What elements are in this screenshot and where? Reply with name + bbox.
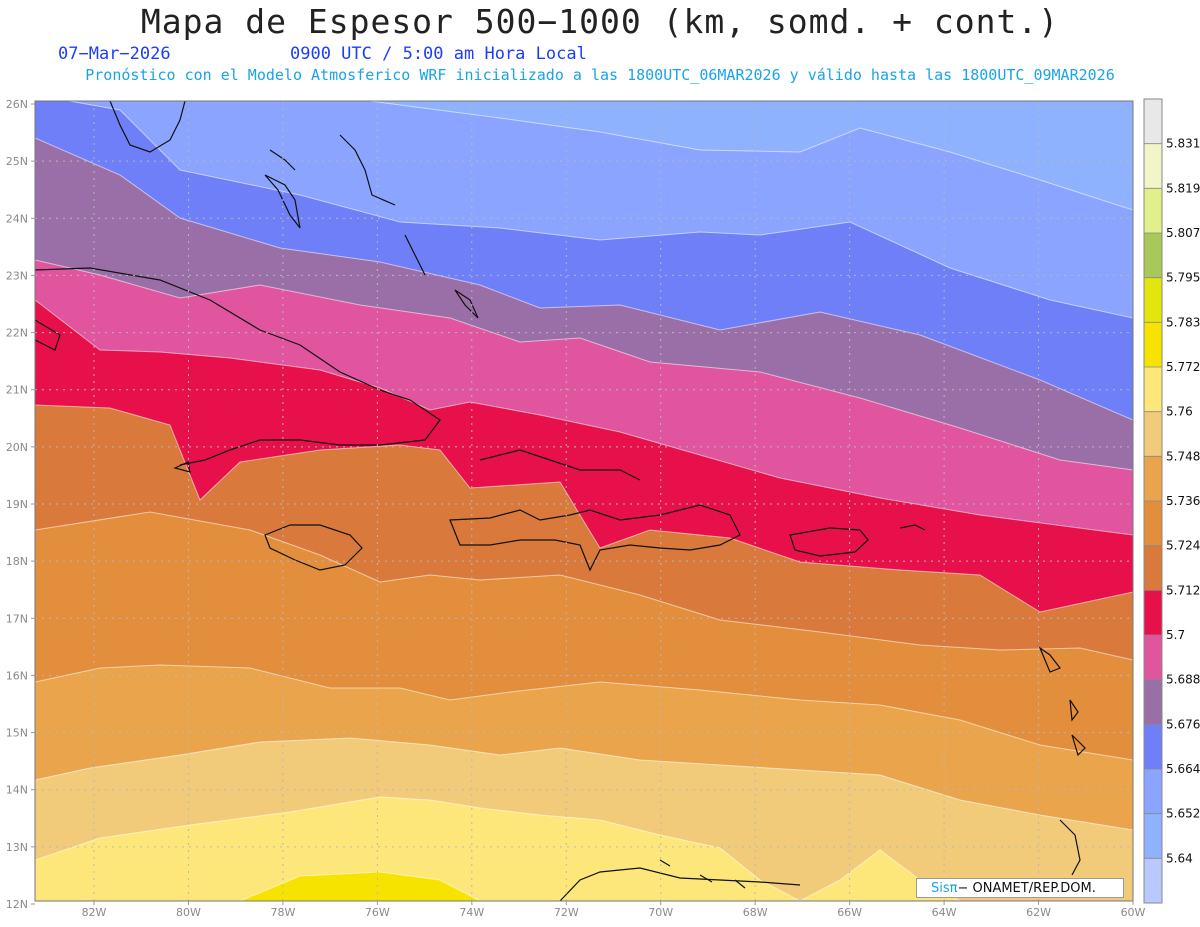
- colorbar-label: 5.664: [1166, 762, 1200, 776]
- forecast-date: 07−Mar−2026: [58, 44, 171, 64]
- lesser-antilles-2: [1069, 699, 1079, 722]
- colorbar-label: 5.795: [1166, 271, 1200, 285]
- colorbar-swatch: [1144, 277, 1162, 323]
- credit-box: Sisπ− ONAMET/REP.DOM.: [916, 878, 1124, 898]
- lon-label: 62W: [1026, 906, 1051, 919]
- cuba-west: [35, 319, 61, 351]
- bahamas-andros: [264, 174, 301, 229]
- lat-label: 16N: [6, 669, 28, 682]
- lesser-antilles-3: [1071, 734, 1086, 757]
- colorbar-swatch: [1144, 635, 1162, 681]
- lon-label: 64W: [932, 906, 957, 919]
- lon-label: 60W: [1121, 906, 1146, 919]
- map-frame: [34, 100, 1134, 902]
- puerto-rico: [789, 527, 869, 557]
- colorbar-swatch: [1144, 858, 1162, 904]
- band-5772: [239, 871, 481, 901]
- lat-label: 18N: [6, 555, 28, 568]
- map-title: Mapa de Espesor 500−1000 (km, somd. + co…: [140, 2, 1060, 41]
- colorbar-label: 5.676: [1166, 717, 1200, 731]
- colorbar-label: 5.7: [1166, 628, 1185, 642]
- colorbar-swatch: [1144, 679, 1162, 725]
- colorbar-swatch: [1144, 411, 1162, 457]
- colorbar-swatch: [1144, 813, 1162, 859]
- lon-label: 82W: [82, 906, 107, 919]
- tobago-trinidad: [1059, 819, 1081, 876]
- colorbar-label: 5.712: [1166, 583, 1200, 597]
- colorbar-label: 5.807: [1166, 226, 1200, 240]
- colorbar-swatch: [1144, 367, 1162, 413]
- colorbar-swatch: [1144, 99, 1162, 145]
- lat-label: 19N: [6, 498, 28, 511]
- colorbar-label: 5.772: [1166, 360, 1200, 374]
- colorbar-swatch: [1144, 769, 1162, 815]
- jamaica: [264, 524, 363, 571]
- colorbar-label: 5.76: [1166, 405, 1193, 419]
- colorbar-swatch: [1144, 233, 1162, 279]
- lon-label: 70W: [648, 906, 673, 919]
- bahamas-long: [404, 234, 426, 276]
- lat-label: 14N: [6, 784, 28, 797]
- florida-coast: [109, 101, 186, 153]
- colorbar-label: 5.831: [1166, 137, 1200, 151]
- lat-label: 20N: [6, 441, 28, 454]
- forecast-time: 0900 UTC / 5:00 am Hora Local: [290, 44, 587, 64]
- colorbar-label: 5.819: [1166, 181, 1200, 195]
- lat-label: 25N: [6, 155, 28, 168]
- colorbar-swatch: [1144, 143, 1162, 189]
- colorbar-label: 5.724: [1166, 539, 1200, 553]
- lon-label: 76W: [365, 906, 390, 919]
- colorbar-label: 5.783: [1166, 315, 1200, 329]
- lat-label: 15N: [6, 727, 28, 740]
- colorbar-label: 5.64: [1166, 851, 1193, 865]
- bahamas-eleuthera: [339, 134, 396, 206]
- lon-label: 66W: [837, 906, 862, 919]
- lon-label: 72W: [554, 906, 579, 919]
- colorbar-swatch: [1144, 188, 1162, 234]
- lon-label: 80W: [176, 906, 201, 919]
- lat-label: 23N: [6, 269, 28, 282]
- bahamas-abaco: [269, 149, 296, 171]
- model-info: Pronóstico con el Modelo Atmosferico WRF…: [85, 66, 1115, 84]
- colorbar-swatch: [1144, 545, 1162, 591]
- virgin-islands: [899, 524, 926, 531]
- colorbar-label: 5.652: [1166, 807, 1200, 821]
- colorbar-label: 5.748: [1166, 449, 1200, 463]
- aruba-curacao: [659, 859, 746, 889]
- venezuela-coast: [559, 867, 801, 901]
- lat-label: 13N: [6, 841, 28, 854]
- hispaniola: [449, 504, 741, 572]
- hispaniola-north: [479, 449, 641, 481]
- lon-label: 78W: [270, 906, 295, 919]
- credit-org: − ONAMET/REP.DOM.: [957, 881, 1096, 896]
- lat-label: 24N: [6, 212, 28, 225]
- colorbar-swatch: [1144, 724, 1162, 770]
- cuba: [35, 267, 441, 466]
- lesser-antilles-1: [1038, 646, 1061, 673]
- bahamas-inagua: [454, 289, 479, 319]
- lat-label: 17N: [6, 612, 28, 625]
- lat-label: 21N: [6, 384, 28, 397]
- lon-label: 68W: [743, 906, 768, 919]
- lat-label: 12N: [6, 898, 28, 911]
- colorbar-swatch: [1144, 590, 1162, 636]
- sis-logo-text: Sisπ: [931, 881, 958, 896]
- colorbar-label: 5.736: [1166, 494, 1200, 508]
- lat-label: 22N: [6, 327, 28, 340]
- colorbar-swatch: [1144, 501, 1162, 547]
- colorbar-swatch: [1144, 322, 1162, 368]
- colorbar-label: 5.688: [1166, 673, 1200, 687]
- isla-juventud: [173, 461, 191, 473]
- colorbar-swatch: [1144, 456, 1162, 502]
- lat-label: 26N: [6, 98, 28, 111]
- lon-label: 74W: [459, 906, 484, 919]
